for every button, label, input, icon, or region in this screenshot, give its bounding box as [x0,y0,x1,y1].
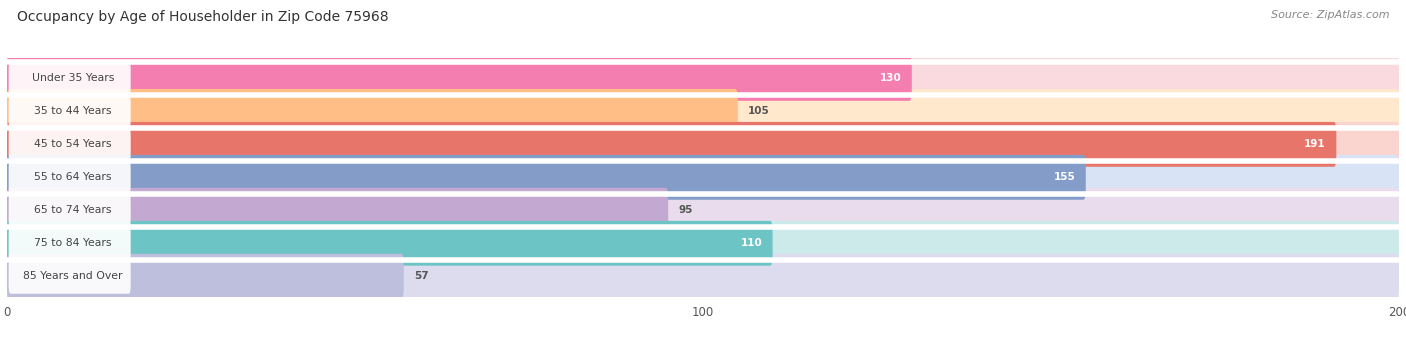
FancyBboxPatch shape [7,188,1399,233]
Text: 45 to 54 Years: 45 to 54 Years [34,139,112,149]
FancyBboxPatch shape [7,254,1399,299]
FancyBboxPatch shape [8,193,131,228]
Text: 95: 95 [679,205,693,215]
FancyBboxPatch shape [7,56,1399,101]
FancyBboxPatch shape [7,254,404,299]
Text: Occupancy by Age of Householder in Zip Code 75968: Occupancy by Age of Householder in Zip C… [17,10,388,24]
FancyBboxPatch shape [7,155,1085,200]
FancyBboxPatch shape [7,221,773,266]
Text: Under 35 Years: Under 35 Years [32,73,114,84]
FancyBboxPatch shape [7,221,1399,266]
FancyBboxPatch shape [7,89,738,134]
FancyBboxPatch shape [8,94,131,129]
FancyBboxPatch shape [7,89,1399,134]
Text: 130: 130 [880,73,901,84]
Text: 155: 155 [1053,172,1076,182]
FancyBboxPatch shape [7,188,668,233]
Text: 191: 191 [1305,139,1326,149]
Text: 65 to 74 Years: 65 to 74 Years [34,205,112,215]
FancyBboxPatch shape [7,122,1399,167]
Text: 35 to 44 Years: 35 to 44 Years [34,106,112,116]
FancyBboxPatch shape [7,155,1399,200]
FancyBboxPatch shape [7,122,1336,167]
FancyBboxPatch shape [8,226,131,261]
Text: Source: ZipAtlas.com: Source: ZipAtlas.com [1271,10,1389,20]
FancyBboxPatch shape [8,127,131,162]
FancyBboxPatch shape [7,56,912,101]
Text: 110: 110 [741,238,762,248]
Text: 57: 57 [415,271,429,281]
Text: 85 Years and Over: 85 Years and Over [24,271,122,281]
FancyBboxPatch shape [8,61,131,96]
FancyBboxPatch shape [8,259,131,294]
FancyBboxPatch shape [8,160,131,195]
Text: 75 to 84 Years: 75 to 84 Years [34,238,112,248]
Text: 105: 105 [748,106,770,116]
Text: 55 to 64 Years: 55 to 64 Years [34,172,112,182]
